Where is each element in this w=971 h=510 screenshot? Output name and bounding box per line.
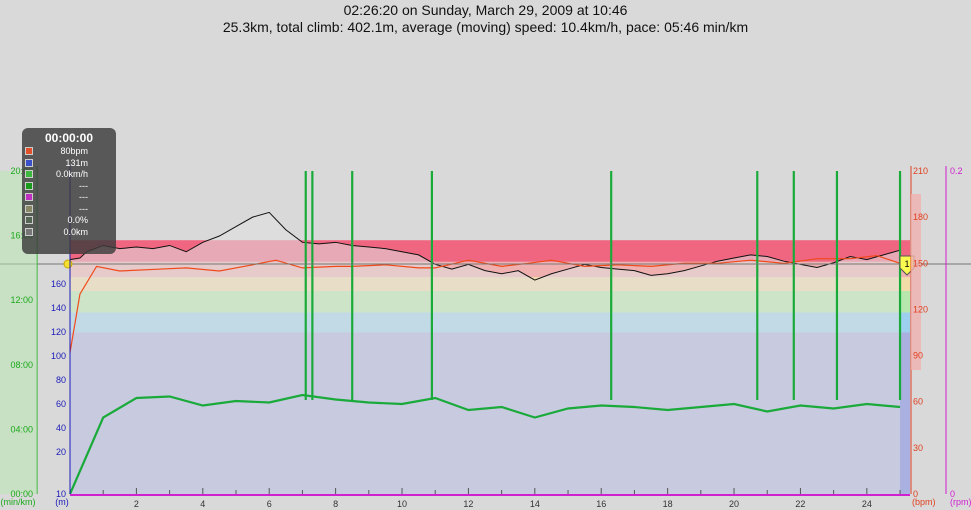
x-tick-label: 12 <box>463 499 473 509</box>
hr-tick-label: 0 <box>913 489 918 499</box>
chart-title: 02:26:20 on Sunday, March 29, 2009 at 10… <box>343 2 628 18</box>
pace-tick-label: 20:00 <box>10 166 33 176</box>
chart-header: 02:26:20 on Sunday, March 29, 2009 at 10… <box>0 2 971 36</box>
pace-tick-label: 16:00 <box>10 231 33 241</box>
elevation-axis-label: (m) <box>55 497 69 507</box>
legend-swatch <box>25 216 33 224</box>
hr-tick-label: 120 <box>913 304 928 314</box>
pace-tick-label: 00:00 <box>10 489 33 499</box>
elevation-tick-label: 140 <box>51 303 66 313</box>
hr-tick-label: 180 <box>913 212 928 222</box>
legend-swatch <box>25 193 33 201</box>
tooltip-row: --- <box>22 181 116 193</box>
cursor-dot <box>63 259 73 269</box>
elevation-tick-label: 160 <box>51 279 66 289</box>
cadence-tick-label: 0 <box>950 489 955 499</box>
hr-tick-label: 210 <box>913 166 928 176</box>
tooltip-value: 0.0% <box>67 215 88 225</box>
hr-tick-label: 60 <box>913 397 923 407</box>
tooltip-value: --- <box>79 192 88 202</box>
legend-swatch <box>25 158 33 167</box>
elevation-tick-label: 20 <box>56 447 66 457</box>
hr-tick-label: 90 <box>913 351 923 361</box>
x-tick-label: 2 <box>134 499 139 509</box>
elevation-tick-label: 60 <box>56 399 66 409</box>
elevation-tick-label: 80 <box>56 375 66 385</box>
elevation-tick-label: 10 <box>56 489 66 499</box>
chart-subtitle: 25.3km, total climb: 402.1m, average (mo… <box>222 19 749 35</box>
x-tick-label: 16 <box>596 499 606 509</box>
hr-axis-label: (bpm) <box>912 497 936 507</box>
hr-axis-band <box>911 194 921 370</box>
hover-tooltip: 00:00:00 80bpm 131m 0.0km/h --- --- --- 0.0% 0.… <box>22 128 116 254</box>
tooltip-value: --- <box>79 180 88 191</box>
x-tick-label: 20 <box>729 499 739 509</box>
pace-axis-label: (min/km) <box>1 497 36 507</box>
x-tick-label: 8 <box>333 499 338 509</box>
elevation-tick-label: 100 <box>51 351 66 361</box>
pace-line <box>68 393 901 495</box>
x-tick-label: 24 <box>862 499 872 509</box>
tooltip-row: 0.0km/h <box>22 169 116 181</box>
tooltip-time: 00:00:00 <box>44 131 94 145</box>
tooltip-row: 131m <box>22 158 116 170</box>
tooltip-row: 80bpm <box>22 146 116 158</box>
elevation-tick-label: 40 <box>56 423 66 433</box>
hr-tick-label: 150 <box>913 258 928 268</box>
legend-swatch <box>25 147 33 155</box>
hr-tick-label: 30 <box>913 443 923 453</box>
cadence-axis-label: (rpm) <box>950 497 971 507</box>
tooltip-row: --- <box>22 192 116 204</box>
pace-tick-label: 04:00 <box>10 424 33 434</box>
elevation-line <box>69 211 901 281</box>
tooltip-value: 0.0km/h <box>55 169 88 179</box>
tooltip-value: 80bpm <box>60 146 88 156</box>
x-tick-label: 10 <box>397 499 407 509</box>
x-tick-label: 4 <box>200 499 205 509</box>
x-tick-label: 14 <box>530 499 540 509</box>
tooltip-row: 0.0% <box>22 215 116 227</box>
tooltip-row: 0.0km <box>22 227 116 239</box>
tooltip-row: --- <box>22 204 116 216</box>
lap-marker-label: 1 <box>904 259 909 269</box>
legend-swatch <box>25 170 33 178</box>
tooltip-value: 131m <box>65 157 88 168</box>
legend-swatch <box>25 181 33 190</box>
legend-swatch <box>25 227 33 236</box>
x-tick-label: 18 <box>663 499 673 509</box>
pace-tick-label: 12:00 <box>10 295 33 305</box>
elevation-area <box>70 212 901 494</box>
cadence-tick-label: 0.2 <box>950 166 963 176</box>
tooltip-value: --- <box>79 203 88 214</box>
pace-tick-label: 08:00 <box>10 360 33 370</box>
legend-swatch <box>25 204 33 213</box>
tooltip-value: 0.0km <box>63 226 88 237</box>
x-tick-label: 6 <box>267 499 272 509</box>
elevation-tick-label: 120 <box>51 327 66 337</box>
x-tick-label: 22 <box>795 499 805 509</box>
